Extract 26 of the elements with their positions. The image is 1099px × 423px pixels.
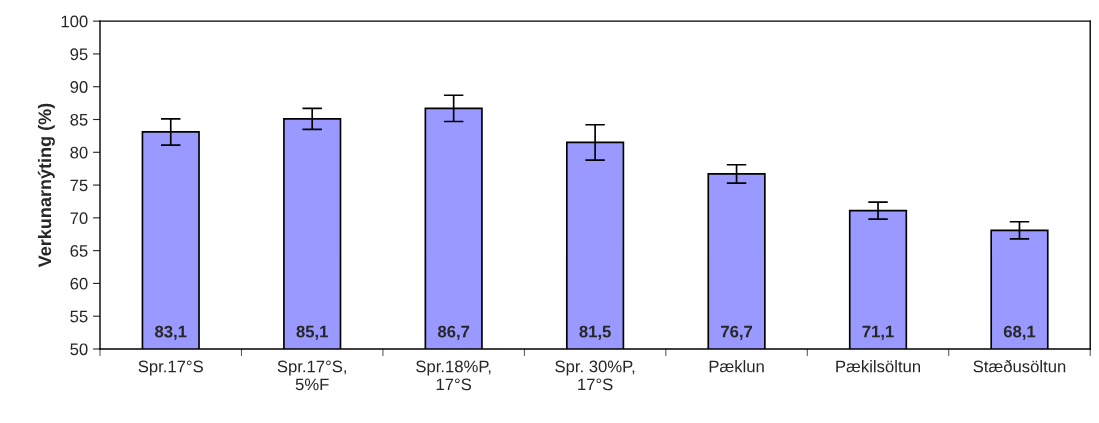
data-label: 71,1: [862, 325, 894, 340]
y-tick-label: 65: [70, 245, 88, 257]
data-label: 68,1: [1003, 325, 1036, 340]
data-label: 83,1: [155, 325, 187, 340]
y-tick-label: 75: [70, 179, 88, 192]
data-label: 85,1: [296, 325, 328, 340]
data-label: 86,7: [437, 325, 470, 340]
x-tick-label: Spr.17°S: [138, 360, 203, 376]
x-tick-label: Pæklun: [709, 360, 764, 373]
y-tick-label: 55: [70, 310, 88, 323]
x-tick-label: Pækilsöltun: [836, 360, 921, 373]
y-tick-label: 95: [70, 48, 88, 61]
x-tick-label: Spr. 30%P, 17°S: [555, 360, 635, 391]
x-tick-label: Spr.17°S, 5%F: [277, 360, 346, 391]
y-tick-label: 90: [70, 81, 88, 93]
y-axis-title: Verkunarnýting (%): [37, 103, 55, 268]
x-tick-label: Spr.18%P, 17°S: [416, 360, 491, 391]
y-tick-label: 80: [70, 146, 88, 159]
data-label: 76,7: [721, 325, 753, 340]
y-tick-label: 70: [70, 212, 88, 225]
data-label: 81,5: [579, 325, 611, 340]
x-tick-label: Stæðusöltun: [973, 359, 1066, 373]
y-tick-label: 100: [61, 15, 88, 28]
y-tick-label: 85: [70, 113, 88, 126]
y-tick-label: 50: [70, 343, 88, 356]
y-tick-label: 60: [70, 277, 88, 290]
